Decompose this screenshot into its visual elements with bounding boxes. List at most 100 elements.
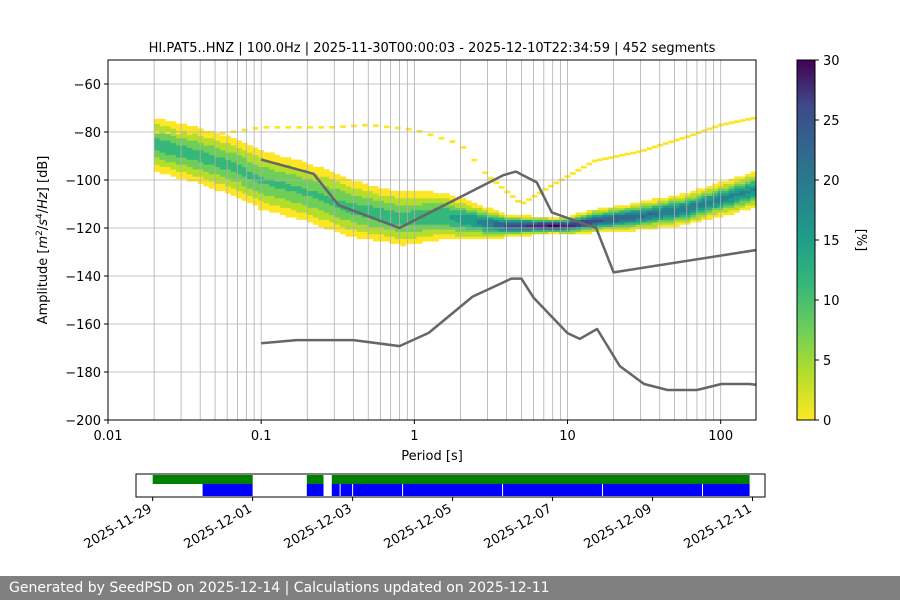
heatmap-cell (279, 195, 286, 199)
heatmap-cell (351, 193, 357, 196)
heatmap-cell (695, 219, 702, 223)
heatmap-cell (389, 190, 396, 194)
heatmap-cell (219, 164, 226, 168)
heatmap-cell (438, 217, 445, 220)
heatmap-outlier-cell (526, 198, 532, 201)
heatmap-cell (684, 217, 691, 220)
heatmap-cell (247, 183, 253, 187)
heatmap-cell (329, 214, 335, 218)
heatmap-cell (192, 157, 199, 160)
heatmap-cell (154, 140, 160, 144)
heatmap-cell (466, 210, 472, 213)
heatmap-cell (307, 169, 314, 172)
heatmap-cell (734, 188, 740, 192)
heatmap-cell (219, 152, 226, 156)
heatmap-cell (154, 118, 160, 122)
heatmap-cell (745, 188, 751, 192)
heatmap-cell (433, 224, 439, 228)
heatmap-cell (641, 224, 647, 228)
heatmap-cell (356, 198, 363, 201)
heatmap-cell (635, 222, 642, 225)
heatmap-cell (739, 200, 746, 204)
heatmap-cell (159, 147, 166, 151)
heatmap-cell (739, 188, 746, 192)
heatmap-cell (684, 210, 691, 213)
heatmap-cell (225, 140, 232, 144)
heatmap-cell (405, 238, 412, 242)
heatmap-cell (312, 210, 319, 213)
heatmap-cell (301, 176, 308, 180)
heatmap-cell (635, 212, 642, 216)
heatmap-cell (679, 217, 686, 220)
y-tick-label: −180 (65, 366, 101, 381)
colorbar-label: [%] (853, 229, 868, 252)
heatmap-cell (537, 229, 543, 232)
heatmap-cell (225, 186, 232, 189)
heatmap-cell (652, 200, 658, 204)
heatmap-outlier-cell (383, 125, 390, 129)
heatmap-cell (493, 224, 500, 228)
heatmap-cell (323, 169, 330, 172)
heatmap-cell (723, 210, 729, 213)
heatmap-cell (668, 205, 675, 208)
heatmap-cell (520, 229, 527, 232)
heatmap-cell (154, 121, 160, 124)
heatmap-cell (176, 150, 182, 153)
heatmap-cell (279, 207, 286, 211)
heatmap-cell (416, 193, 423, 196)
heatmap-cell (684, 212, 691, 216)
heatmap-cell (176, 140, 182, 144)
heatmap-cell (389, 234, 396, 237)
heatmap-cell (312, 183, 319, 187)
heatmap-cell (252, 200, 259, 204)
heatmap-cell (389, 198, 396, 201)
heatmap-cell (455, 219, 461, 223)
heatmap-cell (471, 224, 478, 228)
heatmap-cell (734, 183, 740, 187)
heatmap-cell (290, 183, 297, 187)
heatmap-cell (466, 214, 472, 218)
heatmap-cell (405, 202, 412, 206)
x-tick-label: 10 (559, 429, 576, 444)
heatmap-cell (690, 202, 697, 206)
heatmap-cell (214, 147, 221, 151)
heatmap-cell (203, 147, 210, 151)
heatmap-cell (389, 231, 396, 235)
heatmap-cell (575, 214, 582, 218)
heatmap-cell (405, 234, 412, 237)
heatmap-cell (367, 202, 374, 206)
heatmap-cell (230, 186, 237, 189)
heatmap-cell (197, 142, 204, 146)
heatmap-cell (197, 174, 204, 177)
heatmap-cell (247, 164, 253, 168)
heatmap-cell (400, 222, 407, 225)
heatmap-cell (701, 210, 708, 213)
heatmap-cell (301, 162, 308, 165)
y-axis-label-part: 4 (35, 213, 45, 219)
heatmap-cell (323, 212, 330, 216)
heatmap-cell (542, 224, 549, 228)
heatmap-cell (613, 207, 620, 211)
heatmap-cell (723, 198, 729, 201)
heatmap-cell (750, 174, 756, 177)
heatmap-cell (340, 200, 346, 204)
heatmap-cell (219, 186, 226, 189)
heatmap-cell (290, 212, 297, 216)
heatmap-cell (192, 135, 199, 139)
heatmap-cell (334, 198, 341, 201)
heatmap-cell (646, 207, 653, 211)
heatmap-cell (383, 210, 390, 213)
heatmap-cell (591, 224, 598, 228)
heatmap-cell (312, 198, 319, 201)
heatmap-cell (192, 133, 199, 136)
heatmap-cell (679, 205, 686, 208)
heatmap-cell (652, 202, 658, 206)
heatmap-cell (504, 231, 511, 235)
heatmap-cell (509, 214, 516, 218)
heatmap-cell (372, 186, 379, 189)
nhnm-curve (260, 158, 756, 274)
heatmap-cell (170, 169, 177, 172)
heatmap-cell (745, 176, 751, 180)
heatmap-cell (367, 212, 374, 216)
heatmap-cell (362, 186, 368, 189)
